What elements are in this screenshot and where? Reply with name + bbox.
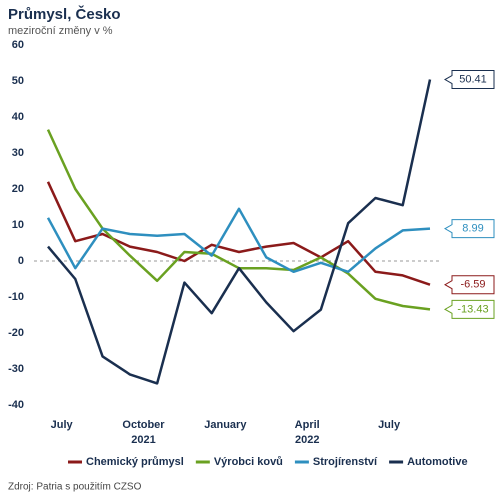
y-tick-label: -10 <box>8 291 24 303</box>
y-tick-label: -30 <box>8 363 24 375</box>
y-tick-label: -20 <box>8 327 24 339</box>
end-label: -13.43 <box>457 303 488 315</box>
series-line <box>47 79 432 385</box>
x-tick-label: July <box>378 419 401 431</box>
series-line <box>46 207 431 274</box>
x-tick-label: July <box>51 419 74 431</box>
y-tick-label: 10 <box>12 219 24 231</box>
end-label-box <box>443 219 495 239</box>
chart-subtitle: meziroční změny v % <box>8 25 113 37</box>
x-tick-label: April <box>295 419 320 431</box>
legend-label: Chemický průmysl <box>86 456 184 468</box>
legend-label: Strojírenství <box>313 456 378 468</box>
y-tick-label: 40 <box>12 111 24 123</box>
end-label: -6.59 <box>460 279 485 291</box>
y-tick-label: 60 <box>12 39 24 51</box>
end-label-box <box>443 275 495 295</box>
y-tick-label: 0 <box>18 255 24 267</box>
y-tick-label: 50 <box>12 75 24 87</box>
x-group-label: 2022 <box>295 434 319 446</box>
legend-label: Automotive <box>407 456 468 468</box>
end-label-box <box>443 70 495 90</box>
chart-title: Průmysl, Česko <box>8 5 121 23</box>
y-tick-label: -40 <box>8 399 24 411</box>
end-label: 50.41 <box>459 73 487 85</box>
legend-label: Výrobci kovů <box>214 456 283 468</box>
x-group-label: 2021 <box>131 434 155 446</box>
end-label-box <box>443 299 495 319</box>
x-tick-label: October <box>122 419 165 431</box>
series-line <box>46 129 431 311</box>
x-tick-label: January <box>204 419 247 431</box>
y-tick-label: 30 <box>12 147 24 159</box>
source: Zdroj: Patria s použitím CZSO <box>8 482 142 493</box>
end-label: 8.99 <box>462 223 483 235</box>
y-tick-label: 20 <box>12 183 24 195</box>
